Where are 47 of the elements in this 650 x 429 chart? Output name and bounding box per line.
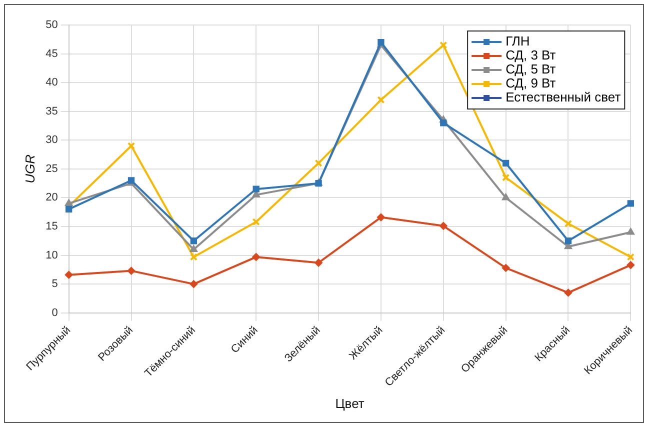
point [626, 228, 635, 235]
point [190, 280, 198, 288]
point [252, 186, 260, 192]
point [64, 270, 73, 279]
point [376, 213, 385, 222]
point [377, 96, 385, 104]
legend-label: СД, 5 Вт [506, 62, 556, 77]
y-tick-label: 40 [46, 76, 58, 89]
point [564, 288, 572, 297]
point [127, 266, 136, 275]
x-axis-title: Цвет [335, 396, 364, 411]
y-tick-label: 35 [46, 105, 58, 118]
point [626, 261, 635, 270]
point [314, 159, 322, 167]
point [440, 41, 448, 49]
point [127, 142, 136, 150]
point [502, 193, 510, 200]
legend-label: СД, 9 Вт [506, 76, 556, 91]
y-tick-label: 45 [46, 48, 58, 60]
point [502, 264, 510, 272]
point [252, 218, 260, 226]
point [439, 222, 448, 230]
y-tick-label: 25 [46, 162, 58, 175]
point [564, 238, 572, 244]
legend-label: Естественный свет [506, 90, 621, 105]
y-tick-label: 30 [46, 134, 58, 146]
y-tick-label: 15 [46, 220, 58, 233]
y-tick-label: 5 [52, 278, 58, 290]
y-tick-label: 20 [46, 192, 58, 204]
point [314, 258, 323, 267]
point [502, 174, 510, 182]
point [66, 206, 72, 213]
point [627, 200, 634, 207]
legend-label: СД, 3 Вт [506, 48, 556, 63]
point [190, 238, 198, 244]
point [564, 220, 572, 228]
point [440, 120, 447, 126]
point [64, 198, 73, 206]
y-tick-label: 10 [46, 249, 58, 262]
point [502, 160, 510, 166]
point [190, 253, 198, 261]
point [252, 252, 260, 261]
point [190, 245, 198, 252]
y-tick-label: 50 [46, 19, 58, 32]
y-tick-label: 0 [52, 306, 58, 319]
y-axis-title: UGR [22, 154, 38, 184]
legend-label: ГЛН [506, 34, 530, 49]
